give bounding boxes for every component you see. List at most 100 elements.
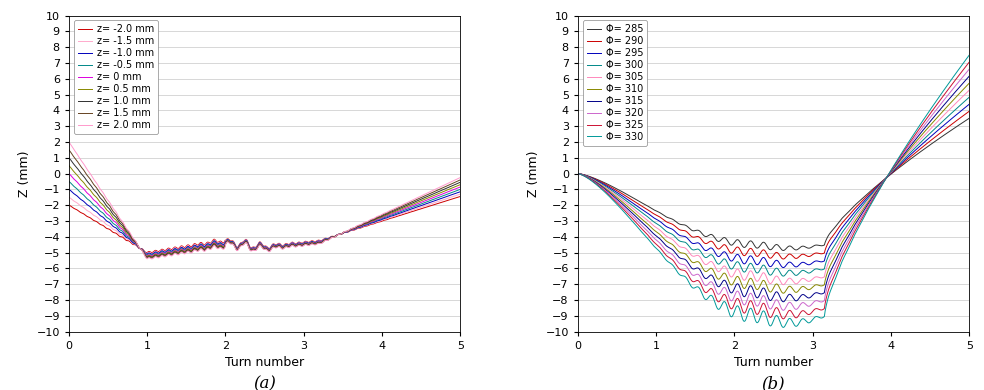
z= 2.0 mm: [447, 179, 459, 183]
z= 1.0 mm: [455, 180, 466, 184]
z= 2.0 mm: [131, 241, 143, 245]
Φ= 300: [572, 171, 584, 176]
z= 0.5 mm: [455, 182, 466, 187]
Line: Φ= 315: Φ= 315: [578, 76, 969, 302]
z= 1.5 mm: [447, 181, 459, 186]
z= 0 mm: [131, 242, 143, 247]
Φ= 295: [913, 144, 925, 149]
Legend: z= -2.0 mm, z= -1.5 mm, z= -1.0 mm, z= -0.5 mm, z= 0 mm, z= 0.5 mm, z= 1.0 mm, z: z= -2.0 mm, z= -1.5 mm, z= -1.0 mm, z= -…: [74, 20, 158, 134]
Φ= 315: [963, 74, 975, 78]
z= -2.0 mm: [63, 203, 75, 207]
Φ= 290: [913, 147, 925, 152]
Line: Φ= 300: Φ= 300: [578, 97, 969, 276]
z= 1.0 mm: [107, 213, 119, 217]
Φ= 290: [777, 257, 789, 261]
Φ= 325: [640, 230, 651, 235]
Φ= 300: [913, 141, 925, 146]
Line: z= 1.5 mm: z= 1.5 mm: [69, 150, 461, 258]
z= 0.5 mm: [404, 203, 416, 207]
Legend: Φ= 285, Φ= 290, Φ= 295, Φ= 300, Φ= 305, Φ= 310, Φ= 315, Φ= 320, Φ= 325, Φ= 330: Φ= 285, Φ= 290, Φ= 295, Φ= 300, Φ= 305, …: [583, 20, 647, 146]
Φ= 330: [777, 325, 789, 330]
Φ= 305: [777, 282, 789, 287]
Φ= 305: [963, 88, 975, 92]
z= 1.5 mm: [131, 241, 143, 246]
z= 0 mm: [455, 184, 466, 189]
Φ= 315: [955, 82, 967, 87]
z= 2.0 mm: [146, 257, 157, 261]
Φ= 330: [963, 53, 975, 57]
Φ= 310: [777, 291, 789, 296]
z= -1.0 mm: [214, 241, 225, 246]
Φ= 330: [572, 171, 584, 176]
z= -2.0 mm: [214, 239, 225, 244]
z= -0.5 mm: [404, 206, 416, 210]
Line: Φ= 310: Φ= 310: [578, 83, 969, 293]
Φ= 320: [617, 204, 629, 208]
z= -1.0 mm: [131, 243, 143, 247]
Φ= 290: [955, 115, 967, 119]
z= -0.5 mm: [230, 245, 242, 250]
z= 2.0 mm: [63, 140, 75, 144]
z= 1.0 mm: [230, 247, 242, 252]
Φ= 315: [913, 132, 925, 137]
Φ= 320: [722, 292, 734, 296]
Φ= 300: [955, 102, 967, 106]
Φ= 325: [963, 60, 975, 64]
Φ= 305: [617, 198, 629, 202]
Line: z= 0.5 mm: z= 0.5 mm: [69, 166, 461, 257]
z= 0 mm: [404, 204, 416, 209]
z= -0.5 mm: [447, 190, 459, 195]
z= 0.5 mm: [146, 254, 157, 259]
Φ= 285: [739, 245, 751, 250]
Φ= 320: [640, 227, 651, 232]
Φ= 310: [739, 286, 751, 291]
z= -0.5 mm: [131, 243, 143, 247]
z= 1.0 mm: [447, 183, 459, 188]
z= -1.5 mm: [214, 240, 225, 245]
z= 2.0 mm: [230, 248, 242, 252]
Φ= 310: [617, 200, 629, 204]
Line: Φ= 320: Φ= 320: [578, 69, 969, 310]
Φ= 315: [572, 171, 584, 176]
Φ= 315: [777, 300, 789, 304]
Φ= 320: [739, 302, 751, 307]
Φ= 330: [913, 123, 925, 128]
z= -1.0 mm: [230, 245, 242, 250]
z= 1.0 mm: [404, 201, 416, 206]
z= -0.5 mm: [214, 242, 225, 246]
Φ= 290: [572, 171, 584, 176]
Φ= 310: [640, 220, 651, 225]
Φ= 285: [722, 239, 734, 244]
z= -1.0 mm: [447, 192, 459, 197]
Φ= 295: [955, 108, 967, 113]
z= -2.0 mm: [447, 197, 459, 201]
z= -2.0 mm: [455, 194, 466, 199]
z= 0.5 mm: [214, 243, 225, 248]
z= 1.0 mm: [63, 156, 75, 160]
Φ= 310: [572, 171, 584, 176]
Φ= 315: [617, 202, 629, 206]
Φ= 295: [722, 254, 734, 259]
z= 2.0 mm: [107, 207, 119, 211]
Φ= 295: [640, 209, 651, 214]
z= 1.5 mm: [63, 147, 75, 152]
z= 0 mm: [107, 218, 119, 223]
z= 1.5 mm: [230, 247, 242, 252]
z= 0 mm: [63, 171, 75, 176]
X-axis label: Turn number: Turn number: [734, 356, 813, 369]
Φ= 285: [572, 171, 584, 176]
Line: z= -2.0 mm: z= -2.0 mm: [69, 197, 461, 253]
z= -1.0 mm: [455, 190, 466, 194]
Y-axis label: Z (mm): Z (mm): [526, 150, 540, 197]
z= 0.5 mm: [107, 216, 119, 220]
z= 2.0 mm: [214, 246, 225, 250]
Φ= 285: [955, 121, 967, 126]
Φ= 325: [955, 69, 967, 74]
Φ= 285: [777, 248, 789, 253]
Φ= 325: [617, 206, 629, 211]
z= 1.0 mm: [214, 244, 225, 249]
z= -1.5 mm: [447, 194, 459, 199]
Φ= 300: [963, 95, 975, 99]
Φ= 300: [617, 196, 629, 200]
Φ= 300: [739, 269, 751, 274]
